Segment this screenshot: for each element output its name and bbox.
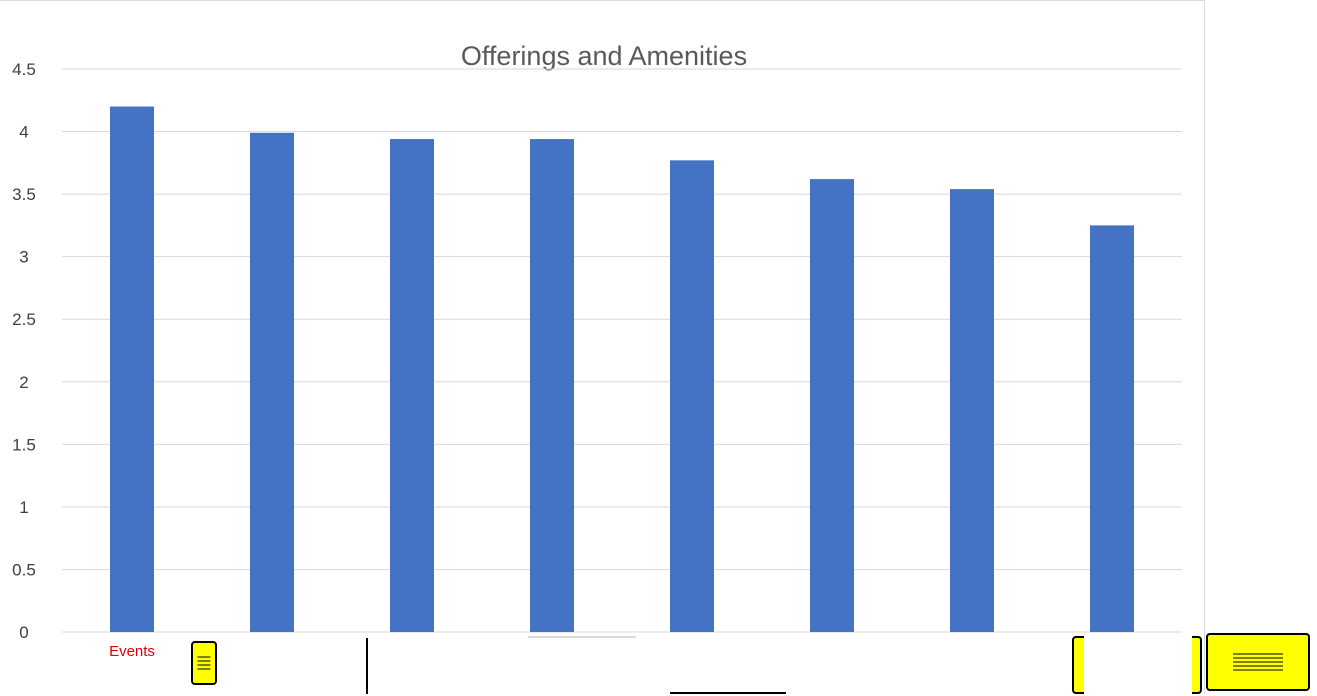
y-tick-label: 4	[19, 123, 28, 142]
y-tick-label: 4.5	[12, 60, 36, 79]
x-axis-labels: Events	[109, 643, 155, 660]
label-highlight-box-1	[191, 641, 217, 685]
gridlines	[62, 68, 1182, 633]
bars	[110, 106, 1134, 633]
bar	[390, 139, 434, 632]
label-highlight-box-2	[1072, 636, 1202, 694]
bar	[670, 160, 714, 632]
y-tick-label: 0	[19, 623, 28, 642]
bar	[250, 132, 294, 632]
text-lines-icon	[1233, 651, 1283, 674]
text-lines-icon	[197, 654, 211, 673]
label-mask-line-bottom	[670, 692, 786, 694]
chart-frame	[0, 0, 1205, 694]
bar	[810, 179, 854, 632]
x-category-label: Events	[109, 643, 155, 660]
label-mask-line-top	[528, 636, 636, 638]
label-mask-box-1	[366, 638, 790, 694]
chart-title: Offerings and Amenities	[461, 41, 747, 71]
y-axis-ticks: 0 0.5 1 1.5 2 2.5 3 3.5 4 4.5	[12, 60, 36, 642]
y-tick-label: 1.5	[12, 435, 36, 454]
y-tick-label: 2.5	[12, 310, 36, 329]
y-tick-label: 0.5	[12, 560, 36, 579]
bar	[950, 189, 994, 632]
y-tick-label: 3	[19, 248, 28, 267]
y-tick-label: 1	[19, 498, 28, 517]
bar	[1090, 225, 1134, 632]
bar	[530, 139, 574, 632]
bar	[110, 106, 154, 633]
y-tick-label: 2	[19, 373, 28, 392]
y-tick-label: 3.5	[12, 185, 36, 204]
label-highlight-box-3	[1206, 633, 1310, 691]
label-highlight-inner	[1084, 636, 1192, 694]
